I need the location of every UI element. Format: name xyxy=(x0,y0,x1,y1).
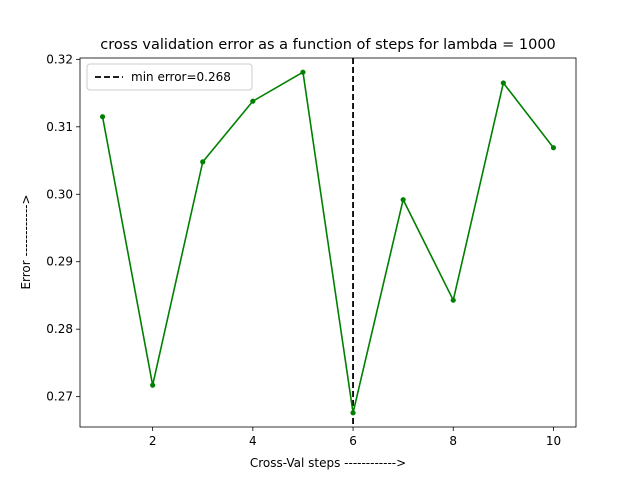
y-tick-label: 0.28 xyxy=(46,322,73,336)
x-axis-label: Cross-Val steps ------------> xyxy=(250,456,406,470)
series-line xyxy=(101,71,555,414)
x-tick-label: 8 xyxy=(449,434,457,448)
data-point xyxy=(500,80,506,86)
legend-box xyxy=(86,63,253,91)
data-point xyxy=(200,159,206,165)
series-layer xyxy=(99,69,557,416)
data-point xyxy=(550,145,557,151)
x-tick-label: 10 xyxy=(546,434,561,448)
data-point xyxy=(350,410,356,416)
data-point xyxy=(450,297,456,303)
y-tick-label: 0.27 xyxy=(46,390,73,404)
x-tick-label: 2 xyxy=(149,434,157,448)
y-tick-label: 0.31 xyxy=(46,120,73,134)
y-tick-label: 0.29 xyxy=(46,255,73,269)
data-point xyxy=(150,382,156,388)
y-tick-label: 0.32 xyxy=(46,52,73,66)
y-tick-label: 0.30 xyxy=(46,187,73,201)
data-point xyxy=(400,197,406,203)
x-tick-label: 4 xyxy=(249,434,257,448)
legend-label: min error=0.268 xyxy=(131,70,231,84)
data-point xyxy=(250,98,256,104)
x-tick-label: 6 xyxy=(349,434,357,448)
x-axis: 2 4 6 8 10 xyxy=(149,427,561,448)
chart-title: cross validation error as a function of … xyxy=(100,37,556,53)
y-axis-label: Error ------------> xyxy=(19,194,33,289)
data-point xyxy=(99,114,106,120)
plot-frame xyxy=(79,57,577,428)
y-axis: 0.27 0.28 0.29 0.30 0.31 0.32 xyxy=(46,52,80,404)
legend: min error=0.268 xyxy=(86,63,253,91)
data-point xyxy=(300,69,306,75)
